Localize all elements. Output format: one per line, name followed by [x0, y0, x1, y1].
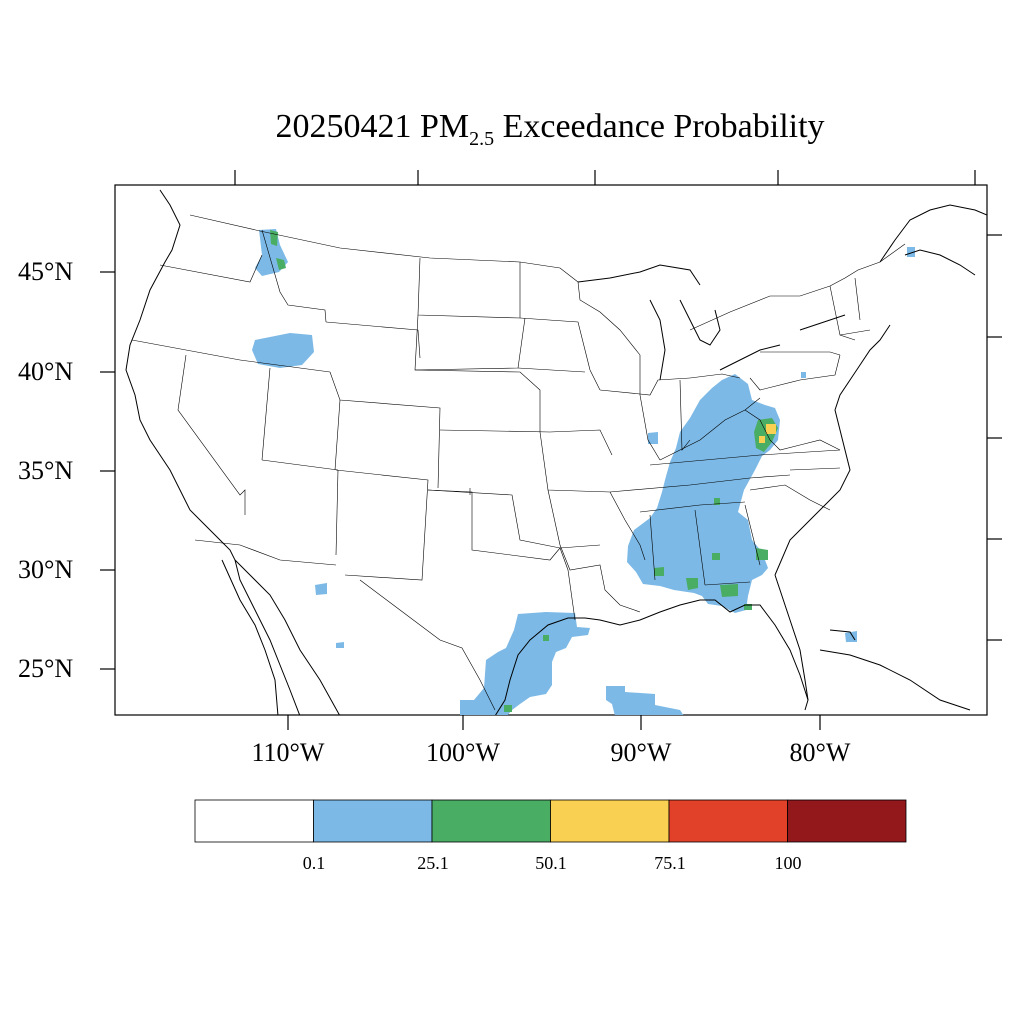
lat-label-30: 30°N	[18, 555, 74, 584]
colorbar-swatch-4	[550, 799, 670, 843]
lat-label-25: 25°N	[18, 654, 74, 683]
lon-label-80: 80°W	[789, 738, 851, 767]
left-ticks	[100, 271, 115, 670]
colorbar-swatch-2	[313, 799, 433, 843]
lat-label-45: 45°N	[18, 257, 74, 286]
top-ticks	[234, 170, 976, 185]
colorbar-label-5: 100	[774, 853, 802, 873]
title-date: 20250421	[275, 108, 412, 145]
map-frame	[114, 184, 988, 716]
colorbar-label-3: 50.1	[535, 853, 567, 873]
bottom-ticks	[287, 715, 821, 730]
probability-fill-high	[759, 424, 776, 443]
lon-label-90: 90°W	[610, 738, 672, 767]
probability-fill-low	[252, 229, 915, 715]
lat-label-35: 35°N	[18, 456, 74, 485]
lat-label-40: 40°N	[18, 357, 74, 386]
colorbar	[194, 799, 907, 843]
title-subscript: 2.5	[469, 127, 495, 150]
state-boundaries	[131, 214, 906, 711]
map-title: 20250421 PM2.5 Exceedance Probability	[0, 108, 1024, 151]
colorbar-swatch-5	[668, 799, 788, 843]
title-rest: Exceedance Probability	[502, 108, 825, 145]
colorbar-label-1: 0.1	[302, 853, 326, 873]
lon-label-100: 100°W	[426, 738, 500, 767]
colorbar-label-2: 25.1	[417, 853, 449, 873]
title-pm: PM	[419, 108, 470, 145]
colorbar-swatch-1	[194, 799, 314, 843]
colorbar-swatch-6	[787, 799, 907, 843]
lon-label-110: 110°W	[251, 738, 325, 767]
colorbar-label-4: 75.1	[654, 853, 686, 873]
colorbar-swatch-3	[431, 799, 551, 843]
coastlines	[125, 189, 987, 715]
right-ticks	[987, 234, 1002, 641]
